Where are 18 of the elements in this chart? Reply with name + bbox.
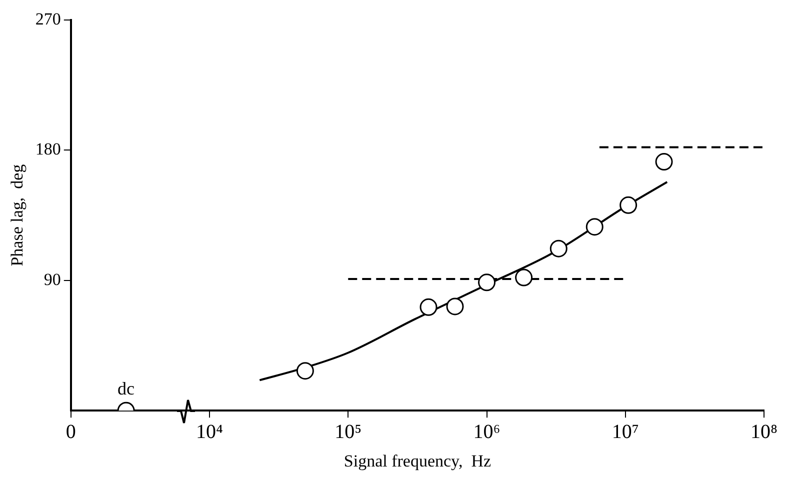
x-tick-label: 10⁷ (612, 420, 639, 443)
x-tick-label: 10⁴ (196, 420, 224, 443)
x-axis-title: Signal frequency, Hz (344, 451, 492, 470)
x-tick-label: 10⁵ (334, 420, 362, 443)
x-tick-label: 0 (66, 420, 76, 443)
y-tick-label: 180 (35, 140, 61, 159)
point (655, 153, 673, 171)
y-axis-title: Phase lag, deg (8, 164, 27, 266)
y-tick-label: 270 (35, 9, 61, 28)
annotation: dc (118, 378, 135, 398)
x-tick-label: 10⁶ (473, 420, 500, 443)
y-tick-label: 90 (44, 270, 61, 289)
point (515, 268, 533, 286)
point (446, 298, 464, 316)
point (550, 240, 568, 258)
x-tick-label: 10⁸ (750, 420, 778, 443)
point (620, 196, 638, 214)
point (586, 218, 604, 236)
